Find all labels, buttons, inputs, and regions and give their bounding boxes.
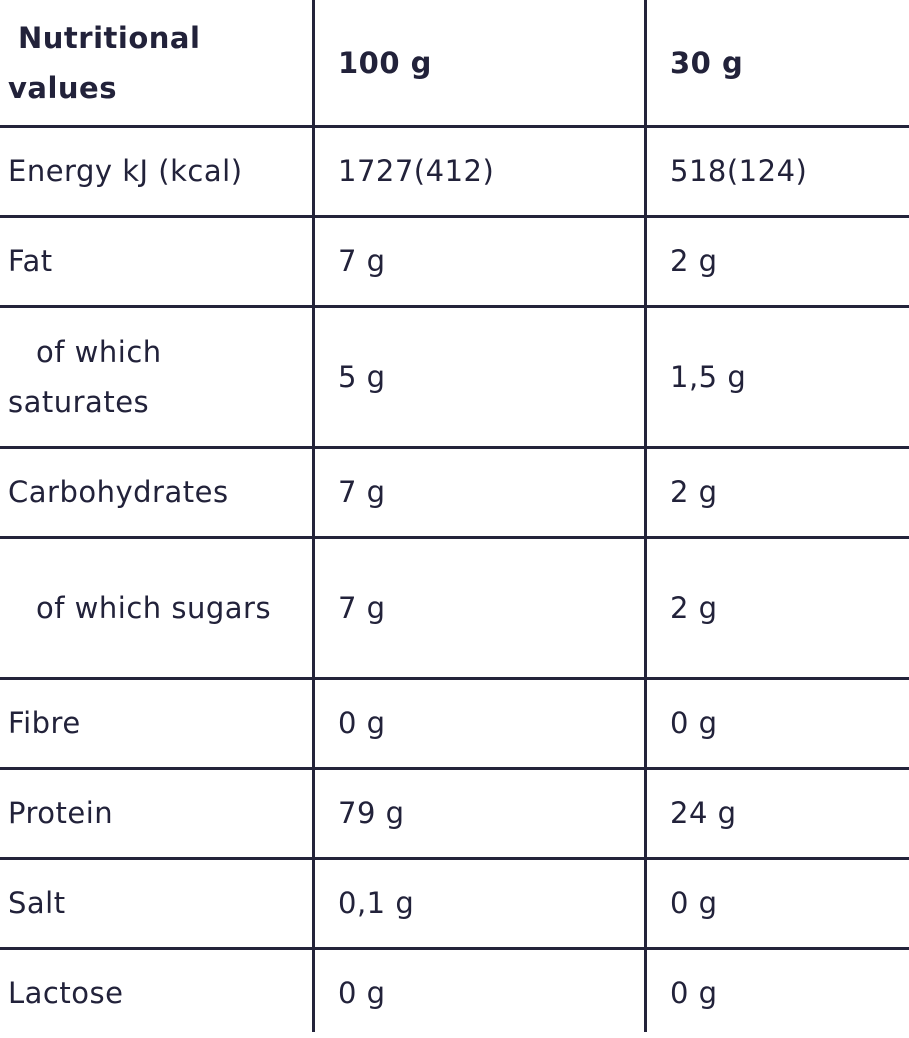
row-label: of which saturates <box>0 306 313 447</box>
cell-text: 0 g <box>670 886 718 920</box>
value-cell: 5 g <box>314 306 646 447</box>
value-cell: 0 g <box>646 858 909 948</box>
cell-text: Carbohydrates <box>8 475 229 509</box>
cell-text: 2 g <box>670 475 718 509</box>
value-cell: 7 g <box>314 216 646 306</box>
row-label: Lactose <box>0 948 313 1038</box>
cell-text: 1,5 g <box>670 359 747 394</box>
cell-text: 7 g <box>338 475 386 509</box>
cell-text: 30 g <box>670 46 744 80</box>
row-divider <box>0 446 909 449</box>
cell-text: 0,1 g <box>338 886 415 920</box>
row-label: Fat <box>0 216 313 306</box>
row-label: Fibre <box>0 678 313 768</box>
cell-text: Energy kJ (kcal) <box>8 154 243 188</box>
row-label: of which sugars <box>0 537 313 678</box>
value-cell: 1727(412) <box>314 126 646 216</box>
value-cell: 24 g <box>646 768 909 858</box>
cell-text: Fibre <box>8 706 81 740</box>
column-divider <box>644 0 647 1032</box>
cell-text: 0 g <box>338 976 386 1010</box>
cell-text: 2 g <box>670 590 718 625</box>
row-divider <box>0 947 909 950</box>
value-cell: 0 g <box>314 948 646 1038</box>
cell-text: Fat <box>8 244 53 278</box>
value-cell: 1,5 g <box>646 306 909 447</box>
row-label: Carbohydrates <box>0 447 313 537</box>
cell-text: 7 g <box>338 244 386 278</box>
value-cell: 518(124) <box>646 126 909 216</box>
row-divider <box>0 215 909 218</box>
row-divider <box>0 125 909 128</box>
value-cell: 0 g <box>646 948 909 1038</box>
row-divider <box>0 857 909 860</box>
row-label: Energy kJ (kcal) <box>0 126 313 216</box>
cell-text: 100 g <box>338 46 432 80</box>
cell-text: 2 g <box>670 244 718 278</box>
cell-text: Salt <box>8 886 66 920</box>
header-cell: 100 g <box>314 0 646 126</box>
cell-text: 0 g <box>338 706 386 740</box>
value-cell: 0,1 g <box>314 858 646 948</box>
cell-text: 79 g <box>338 796 405 830</box>
value-cell: 7 g <box>314 537 646 678</box>
row-divider <box>0 767 909 770</box>
row-label: Protein <box>0 768 313 858</box>
value-cell: 7 g <box>314 447 646 537</box>
value-cell: 2 g <box>646 537 909 678</box>
cell-text: 5 g <box>338 359 386 394</box>
row-divider <box>0 677 909 680</box>
header-cell: 30 g <box>646 0 909 126</box>
header-cell: Nutritional values <box>0 0 313 126</box>
value-cell: 2 g <box>646 447 909 537</box>
cell-text: Protein <box>8 796 114 830</box>
value-cell: 0 g <box>314 678 646 768</box>
cell-text: 7 g <box>338 590 386 625</box>
cell-text: 0 g <box>670 976 718 1010</box>
cell-text: 518(124) <box>670 154 808 188</box>
value-cell: 0 g <box>646 678 909 768</box>
row-divider <box>0 536 909 539</box>
value-cell: 79 g <box>314 768 646 858</box>
row-label: Salt <box>0 858 313 948</box>
column-divider <box>312 0 315 1032</box>
value-cell: 2 g <box>646 216 909 306</box>
cell-text: of which saturates <box>8 334 162 419</box>
row-divider <box>0 305 909 308</box>
cell-text: 1727(412) <box>338 154 495 188</box>
cell-text: Lactose <box>8 976 124 1010</box>
cell-text: 24 g <box>670 796 737 830</box>
cell-text: of which sugars <box>36 590 272 625</box>
cell-text: Nutritional values <box>8 21 201 105</box>
cell-text: 0 g <box>670 706 718 740</box>
